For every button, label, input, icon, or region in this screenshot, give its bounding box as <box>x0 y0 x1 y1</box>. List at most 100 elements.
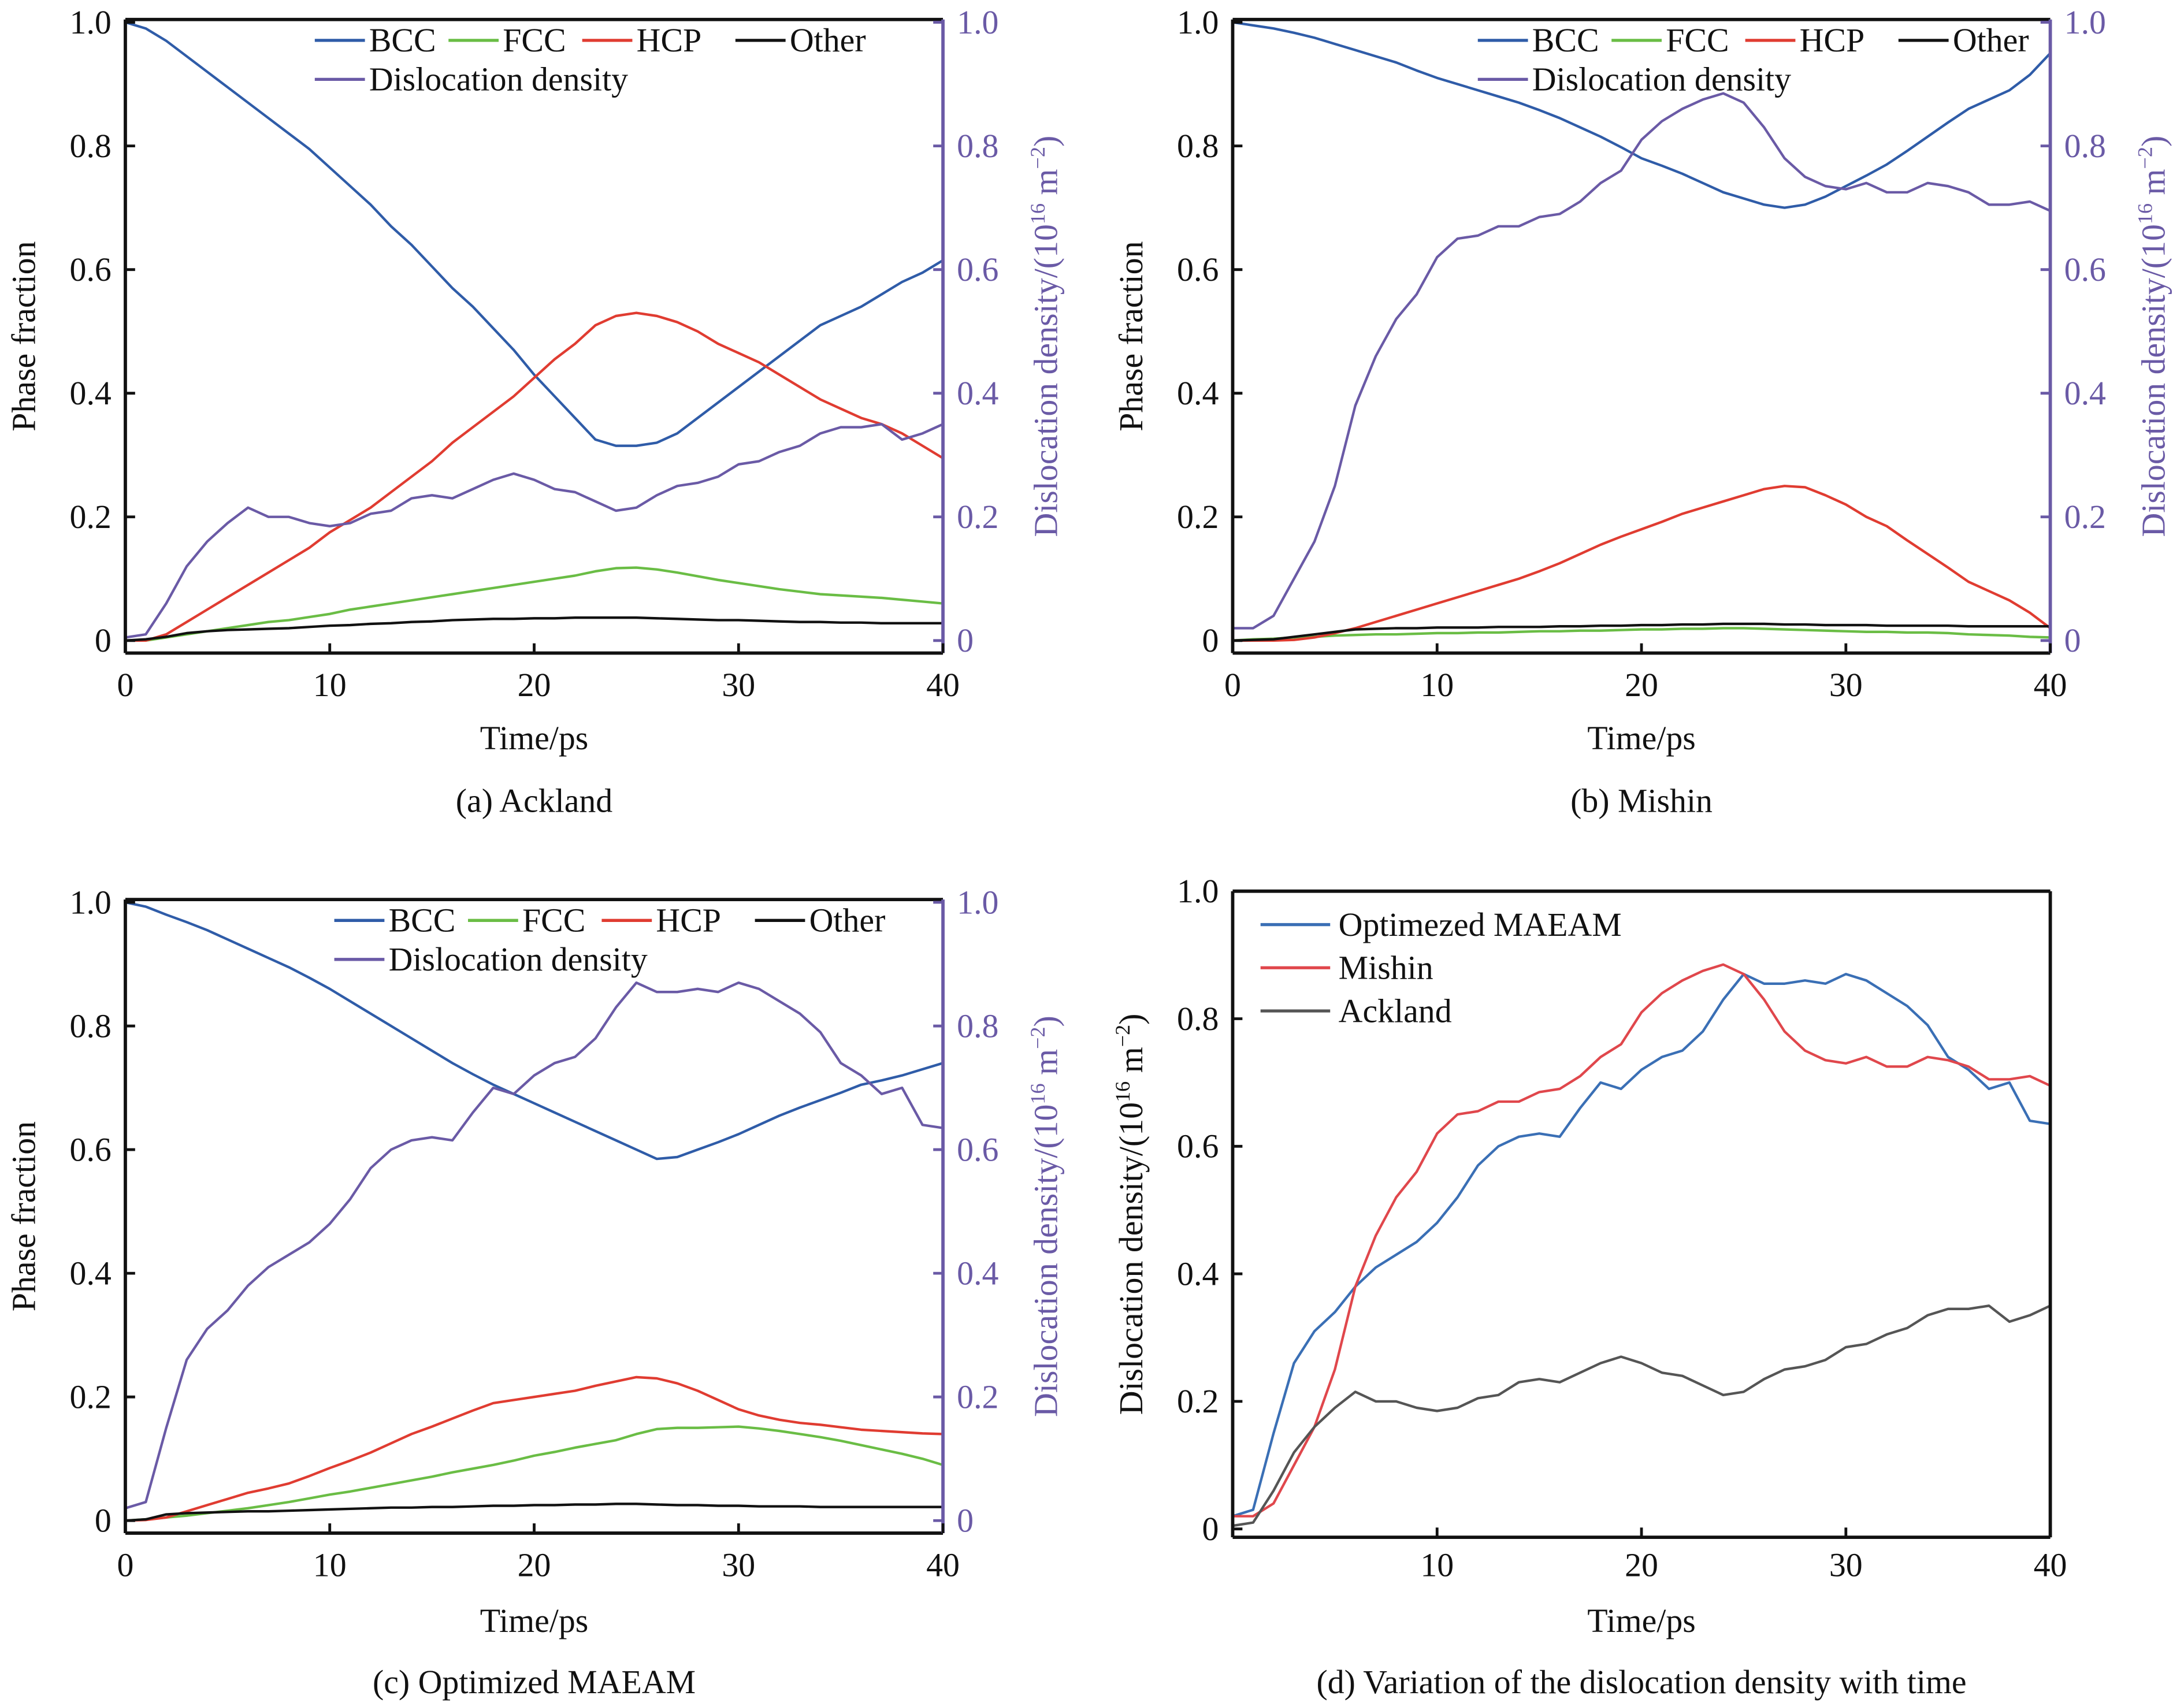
panel-caption: (b) Mishin <box>1570 782 1713 819</box>
panel-c-optimized-maeam: 0 10 20 30 40 0 0.2 0.4 0.6 0.8 1.0 0 0.2 0.4 0.6 0.8 1.… <box>5 883 1064 1701</box>
y-tick-label: 1.0 <box>1177 872 1219 910</box>
legend-label: HCP <box>1800 21 1865 59</box>
series-line-fcc <box>124 1425 945 1522</box>
series-line-other <box>1231 622 2052 642</box>
y-ticks-left: 0 0.2 0.4 0.6 0.8 1.0 <box>1177 3 1243 659</box>
series-line-dislocation-density <box>124 423 945 639</box>
y-right-tick-label: 0.2 <box>2064 498 2106 536</box>
y-axis-title-unit: m <box>1112 1047 1150 1081</box>
y-tick-label: 0.8 <box>70 127 112 165</box>
legend-label: Dislocation density <box>369 61 628 98</box>
y-tick-label: 0 <box>1202 1510 1219 1548</box>
y-axis-right-title-main: Dislocation density/(10 <box>2134 224 2172 537</box>
x-ticks: 10 20 30 40 <box>1420 1527 2067 1584</box>
x-tick-label: 30 <box>722 1546 755 1584</box>
y-axis-right-title-end: ) <box>1027 1016 1065 1027</box>
y-tick-label: 0.8 <box>1177 1000 1219 1038</box>
series-line-bcc <box>1231 21 2052 209</box>
y-axis-title: Dislocation density/(1016 m−2) <box>1111 1014 1150 1415</box>
axes-frame <box>124 17 945 655</box>
y-right-tick-label: 1.0 <box>957 3 998 41</box>
x-tick-label: 40 <box>926 1546 960 1584</box>
x-tick-label: 0 <box>117 666 134 704</box>
panel-caption: (a) Ackland <box>456 782 613 819</box>
series-group <box>124 21 945 642</box>
x-ticks: 0 10 20 30 40 <box>1224 643 2067 704</box>
x-tick-label: 10 <box>1420 666 1454 704</box>
y-axis-right-title: Dislocation density/(1016 m−2) <box>1026 1016 1065 1417</box>
legend-label: FCC <box>522 902 585 939</box>
y-axis-right-title-sup2: −2 <box>1026 1027 1049 1048</box>
legend-label: Dislocation density <box>389 940 648 978</box>
y-tick-label: 0 <box>95 1502 112 1540</box>
legend-label: FCC <box>503 21 566 59</box>
y-axis-right-title-sup1: 16 <box>1026 203 1049 224</box>
x-tick-label: 40 <box>2034 666 2067 704</box>
series-group <box>1231 21 2052 642</box>
axes-frame <box>1231 17 2052 655</box>
legend: BCC FCC HCP Other Dislocation density <box>334 902 885 978</box>
series-line-mishin <box>1231 963 2052 1518</box>
x-axis-title: Time/ps <box>1587 719 1696 757</box>
y-axis-title: Phase fraction <box>1112 241 1150 431</box>
y-axis-right-title-main: Dislocation density/(10 <box>1027 224 1065 537</box>
legend-label: FCC <box>1666 21 1729 59</box>
y-tick-label: 0.2 <box>70 1378 112 1415</box>
y-axis-title: Phase fraction <box>5 1121 42 1311</box>
y-tick-label: 0.2 <box>70 498 112 536</box>
y-right-tick-label: 0.4 <box>957 374 998 412</box>
series-line-other <box>124 616 945 642</box>
legend-label: BCC <box>389 902 456 939</box>
y-right-tick-label: 0 <box>957 622 974 659</box>
legend-label: BCC <box>369 21 436 59</box>
y-right-tick-label: 0.6 <box>957 251 998 288</box>
y-axis-right-title-end: ) <box>1027 136 1065 147</box>
y-tick-label: 1.0 <box>70 3 112 41</box>
x-tick-label: 30 <box>722 666 755 704</box>
y-tick-label: 0.6 <box>70 1131 112 1168</box>
y-axis-right-title-unit: m <box>2134 169 2172 203</box>
series-line-hcp <box>124 311 945 642</box>
y-tick-label: 0 <box>1202 622 1219 659</box>
series-line-bcc <box>124 21 945 447</box>
y-axis-right-title-sup1: 16 <box>2134 203 2157 224</box>
y-right-tick-label: 0 <box>2064 622 2081 659</box>
y-right-tick-label: 0.8 <box>2064 127 2106 165</box>
legend-label: Other <box>790 21 866 59</box>
legend-label: Optimezed MAEAM <box>1339 906 1622 943</box>
y-axis-right-title: Dislocation density/(1016 m−2) <box>1026 136 1065 537</box>
y-ticks-left: 0 0.2 0.4 0.6 0.8 1.0 <box>70 3 135 659</box>
y-tick-label: 0.6 <box>70 251 112 288</box>
y-tick-label: 0.2 <box>1177 1382 1219 1420</box>
y-tick-label: 0.8 <box>70 1007 112 1044</box>
x-tick-label: 10 <box>1420 1546 1454 1584</box>
y-axis-title-end: ) <box>1112 1014 1150 1025</box>
series-line-ackland <box>1231 1304 2052 1527</box>
x-tick-label: 0 <box>117 1546 134 1584</box>
x-ticks: 0 10 20 30 40 <box>117 643 960 704</box>
series-line-fcc <box>1231 627 2052 642</box>
x-tick-label: 30 <box>1829 1546 1863 1584</box>
x-tick-label: 10 <box>313 1546 347 1584</box>
legend: BCC FCC HCP Other Dislocation density <box>314 21 866 98</box>
y-right-tick-label: 0 <box>957 1502 974 1540</box>
series-group <box>1231 963 2052 1527</box>
y-axis-title-main: Dislocation density/(10 <box>1112 1102 1150 1415</box>
y-axis-right-title-unit: m <box>1027 1049 1065 1083</box>
y-ticks-right: 0 0.2 0.4 0.6 0.8 1.0 <box>933 883 999 1540</box>
y-axis-right-title: Dislocation density/(1016 m−2) <box>2134 136 2172 537</box>
legend-label: HCP <box>637 21 702 59</box>
y-right-tick-label: 0.4 <box>957 1254 998 1292</box>
y-tick-label: 0.4 <box>70 374 112 412</box>
legend-label: BCC <box>1532 21 1599 59</box>
series-line-fcc <box>124 566 945 642</box>
legend-label: Ackland <box>1339 992 1452 1029</box>
series-group <box>124 901 945 1522</box>
y-right-tick-label: 0.2 <box>957 498 998 536</box>
series-line-dislocation-density <box>124 981 945 1509</box>
panel-caption: (c) Optimized MAEAM <box>373 1663 696 1701</box>
legend-label: Other <box>1953 21 2029 59</box>
y-right-tick-label: 0.6 <box>2064 251 2106 288</box>
series-line-hcp <box>1231 485 2052 642</box>
